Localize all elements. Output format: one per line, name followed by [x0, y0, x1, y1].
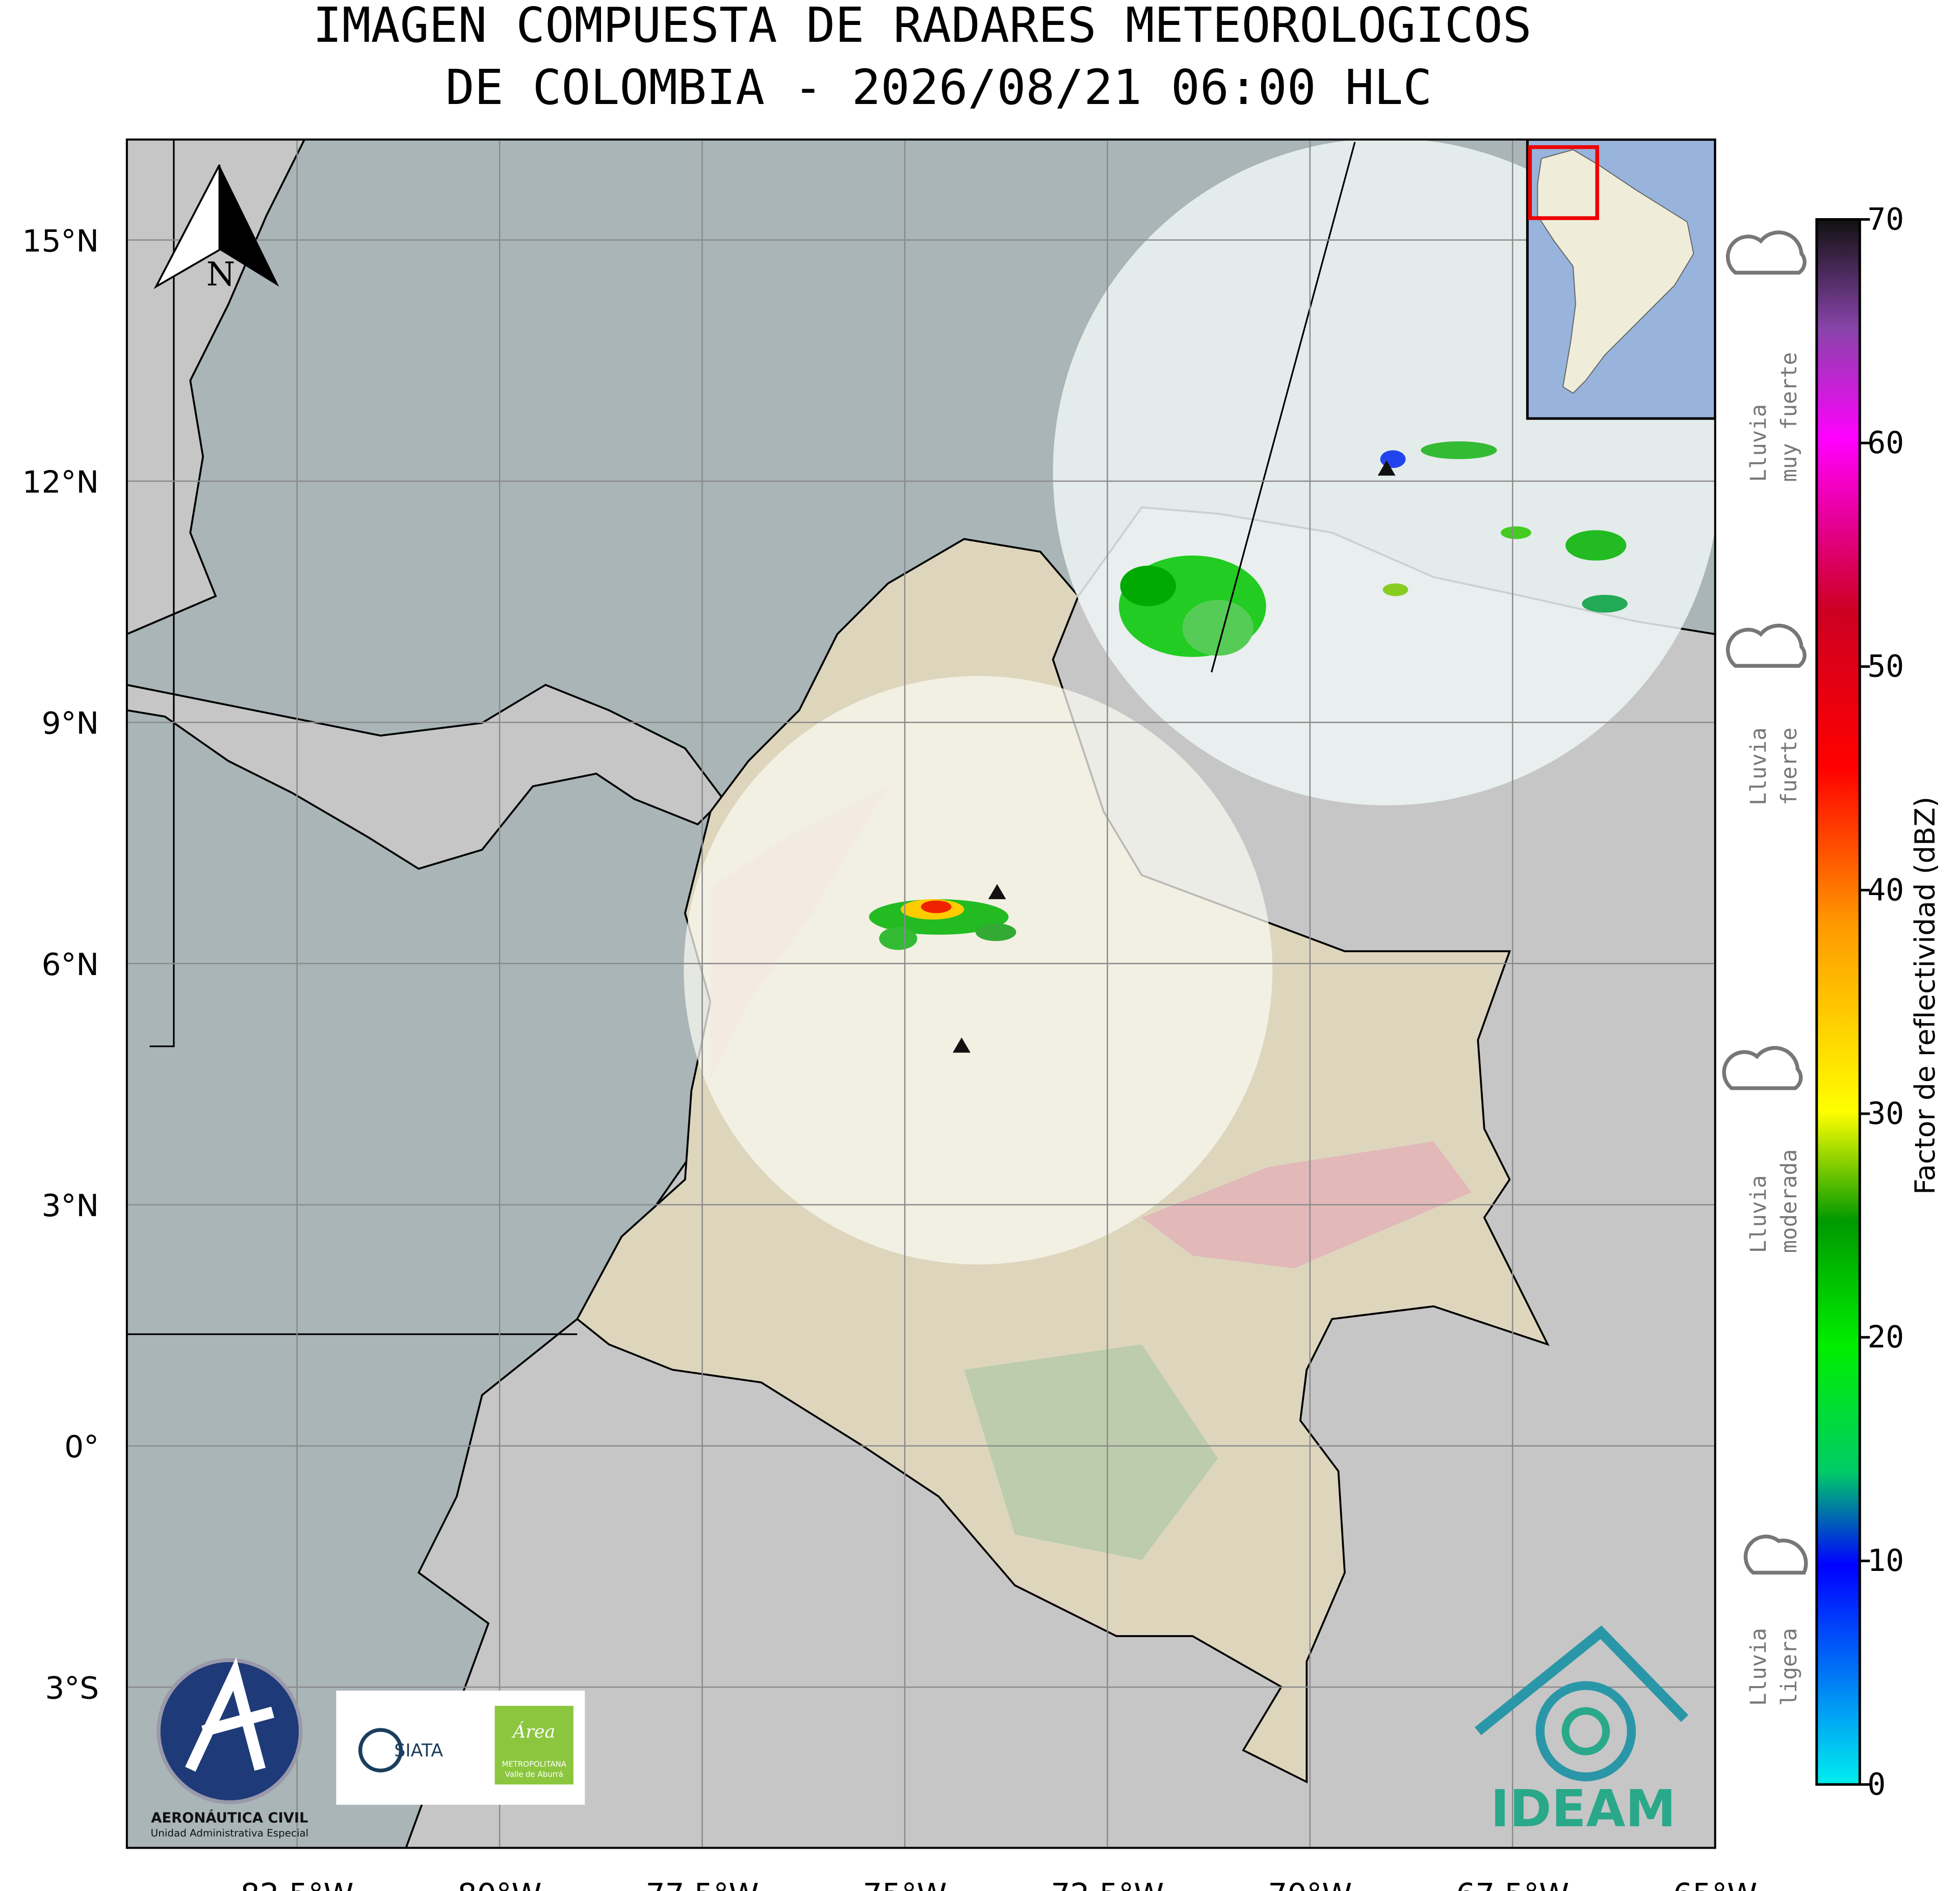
map-frame	[125, 138, 1716, 1849]
echo	[1421, 441, 1497, 459]
colorbar-ticks: 0 10 20 30 40 50 60 70	[1860, 202, 1904, 1802]
logo-siata-area: SIATA Área METROPOLITANA Valle de Aburrá	[336, 1690, 585, 1805]
logo-mark	[185, 1657, 275, 1772]
logo-ideam: IDEAM	[1475, 1625, 1689, 1839]
rain-legend: Lluvia muy fuerte Lluvia fuerte Lluvia m…	[1722, 230, 1808, 1706]
logo-text: METROPOLITANA	[502, 1759, 566, 1769]
rain-icon	[1722, 1046, 1803, 1090]
north-arrow-right	[219, 165, 279, 287]
x-tick-label: 80°W	[458, 1877, 542, 1891]
colorbar-tick-label: 0	[1867, 1767, 1886, 1802]
x-tick-label: 82.5°W	[241, 1877, 354, 1891]
legend-text: moderada	[1776, 1149, 1801, 1253]
rain-icon	[1726, 230, 1807, 275]
rain-icon	[1726, 623, 1807, 668]
border-line	[1211, 142, 1356, 673]
logo-swirl	[1561, 1707, 1610, 1755]
inset-land	[1537, 149, 1694, 394]
logo-text: SIATA	[394, 1741, 443, 1761]
x-tick-label: 70°W	[1268, 1877, 1352, 1891]
region-shade	[964, 1344, 1218, 1560]
x-tick-label: 77.5°W	[646, 1877, 759, 1891]
radar-coverage	[684, 676, 1273, 1265]
legend-text: Lluvia	[1746, 1628, 1771, 1706]
radar-echoes	[869, 441, 1628, 950]
colorbar-tick-label: 60	[1867, 426, 1904, 461]
legend-text: muy fuerte	[1776, 352, 1801, 482]
logo-aeronautica: AERONÁUTICA CIVIL Unidad Administrativa …	[151, 1657, 309, 1839]
logo-text: Unidad Administrativa Especial	[151, 1827, 309, 1839]
y-tick-label: 9°N	[42, 706, 99, 742]
echo	[975, 923, 1016, 941]
legend-text: fuerte	[1776, 727, 1801, 805]
x-tick-label: 75°W	[863, 1877, 947, 1891]
y-tick-label: 15°N	[22, 224, 99, 259]
logo-swirl	[1535, 1681, 1636, 1781]
axis-labels: 82.5°W 80°W 77.5°W 75°W 72.5°W 70°W 67.5°W 65°W…	[22, 224, 1758, 1891]
title-line-1: IMAGEN COMPUESTA DE RADARES METEOROLOGIC…	[313, 0, 1532, 54]
echo	[921, 900, 952, 913]
y-tick-label: 0°	[64, 1430, 99, 1465]
logo-roof	[1475, 1625, 1689, 1736]
map: N AERONÁUTICA CIVIL Unidad Administrativ…	[126, 139, 1715, 1848]
legend-text: Lluvia	[1746, 404, 1771, 482]
x-tick-label: 67.5°W	[1456, 1877, 1569, 1891]
x-tick-label: 72.5°W	[1051, 1877, 1164, 1891]
legend-text: Lluvia	[1746, 727, 1771, 805]
radar-site	[1377, 460, 1396, 476]
echo	[1565, 530, 1627, 561]
colorbar-tick-label: 70	[1867, 202, 1904, 237]
logo-text: AERONÁUTICA CIVIL	[151, 1810, 308, 1826]
title-line-2: DE COLOMBIA - 2026/08/21 06:00 HLC	[446, 60, 1432, 116]
echo	[879, 927, 918, 950]
north-label: N	[206, 255, 236, 294]
radar-site	[952, 1037, 971, 1053]
y-tick-label: 12°N	[22, 465, 99, 500]
logo-text: Área	[511, 1721, 555, 1742]
colorbar-tick-label: 40	[1867, 873, 1904, 908]
radar-site	[988, 884, 1006, 900]
logo-text: Valle de Aburrá	[505, 1770, 563, 1779]
echo	[1582, 594, 1628, 613]
y-tick-label: 6°N	[42, 948, 99, 983]
legend-text: ligera	[1776, 1628, 1801, 1706]
colorbar-tick-label: 30	[1867, 1096, 1904, 1132]
echo	[1382, 583, 1408, 596]
echo	[1182, 599, 1253, 656]
legend-text: Lluvia	[1746, 1175, 1771, 1253]
colorbar-label: Factor de reflectividad (dBZ)	[1909, 797, 1941, 1195]
north-arrow: N	[153, 164, 279, 294]
colorbar-tick-label: 20	[1867, 1320, 1904, 1355]
colorbar-tick-label: 10	[1867, 1543, 1904, 1579]
colorbar-tick-label: 50	[1867, 649, 1904, 685]
logo-mark	[494, 1705, 573, 1784]
y-tick-label: 3°N	[42, 1189, 99, 1224]
echo	[1120, 565, 1176, 607]
grid	[126, 139, 1715, 1848]
rain-icon	[1743, 1534, 1808, 1575]
inset-frame	[1528, 145, 1599, 220]
land-central-america	[126, 684, 725, 870]
x-tick-label: 65°W	[1673, 1877, 1757, 1891]
border-line	[149, 139, 175, 1047]
logo-mark	[358, 1728, 403, 1773]
colorbar	[1815, 218, 1861, 1786]
echo	[1501, 526, 1531, 539]
logo-text: IDEAM	[1491, 1780, 1676, 1839]
inset-map	[1526, 139, 1715, 420]
y-tick-label: 3°S	[45, 1671, 99, 1706]
